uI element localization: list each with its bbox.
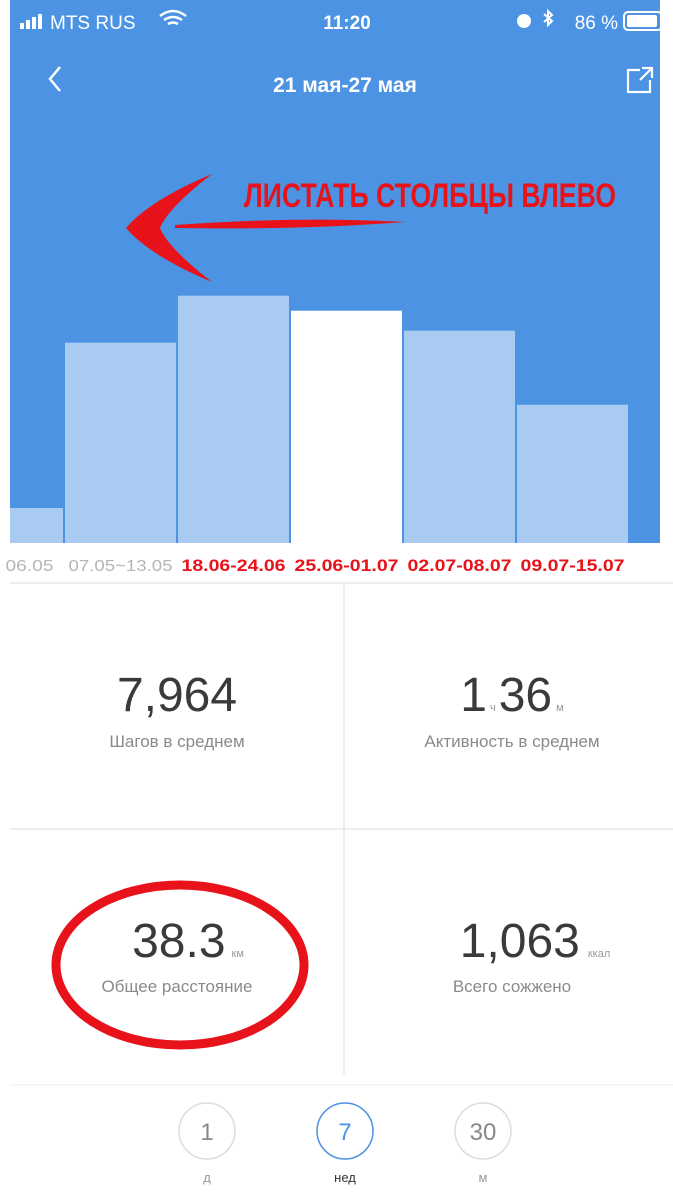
tab-label: нед — [334, 1170, 356, 1185]
x-tick-label: 25.06-01.07 — [295, 556, 399, 575]
stat-label: Активность в среднем — [424, 732, 599, 751]
minutes-unit: м — [556, 702, 564, 714]
stat-value: 38.3 км — [132, 915, 244, 968]
stat-label: Всего сожжено — [453, 977, 571, 996]
signal-icon — [20, 14, 42, 29]
hours-unit: ч — [490, 702, 496, 714]
tab[interactable]: 30 м — [454, 1102, 512, 1185]
share-button[interactable] — [626, 66, 654, 94]
tab-label: д — [203, 1170, 211, 1185]
stat-value: 1,063 ккал — [460, 915, 611, 968]
tab-label: м — [479, 1170, 488, 1185]
battery-icon — [623, 11, 663, 31]
x-tick-label: 09.07-15.07 — [521, 556, 625, 575]
bar — [517, 404, 628, 543]
carrier: MTS RUS — [50, 13, 136, 34]
time: 11:20 — [323, 13, 371, 34]
bar — [178, 295, 289, 543]
back-button[interactable] — [48, 66, 61, 92]
annotation-arrow-shaft — [175, 219, 405, 229]
tab-number: 7 — [338, 1119, 351, 1146]
tab[interactable]: 7 нед — [316, 1102, 374, 1185]
alarm-icon — [517, 14, 531, 28]
stat-label: Шагов в среднем — [109, 732, 244, 751]
x-tick-label: 06.05 — [6, 558, 54, 575]
tab-number: 30 — [470, 1119, 497, 1146]
wifi-icon — [159, 9, 187, 26]
stat-label: Общее расстояние — [102, 977, 253, 996]
battery-text: 86 % — [575, 13, 618, 34]
tab-number: 1 — [200, 1119, 213, 1146]
annotation-arrow — [126, 174, 212, 282]
bar — [10, 508, 63, 543]
x-tick-label: 18.06-24.06 — [182, 556, 286, 575]
bar — [291, 310, 402, 543]
bluetooth-icon — [543, 8, 554, 28]
minutes: 36 — [499, 669, 552, 722]
stat-value: 7,964 — [117, 669, 237, 722]
annotation-text: ЛИСТАТЬ СТОЛБЦЫ ВЛЕВО — [244, 177, 616, 215]
stat-value: 1 ч36 м — [460, 669, 563, 722]
tab[interactable]: 1 д — [178, 1102, 236, 1185]
x-tick-label: 02.07-08.07 — [408, 556, 512, 575]
x-tick-label: 07.05~13.05 — [69, 558, 173, 575]
bar — [404, 330, 515, 543]
highlight-ellipse — [51, 880, 309, 1050]
header-title: 21 мая-27 мая — [273, 74, 417, 97]
hours: 1 — [460, 669, 487, 722]
bar — [65, 342, 176, 543]
